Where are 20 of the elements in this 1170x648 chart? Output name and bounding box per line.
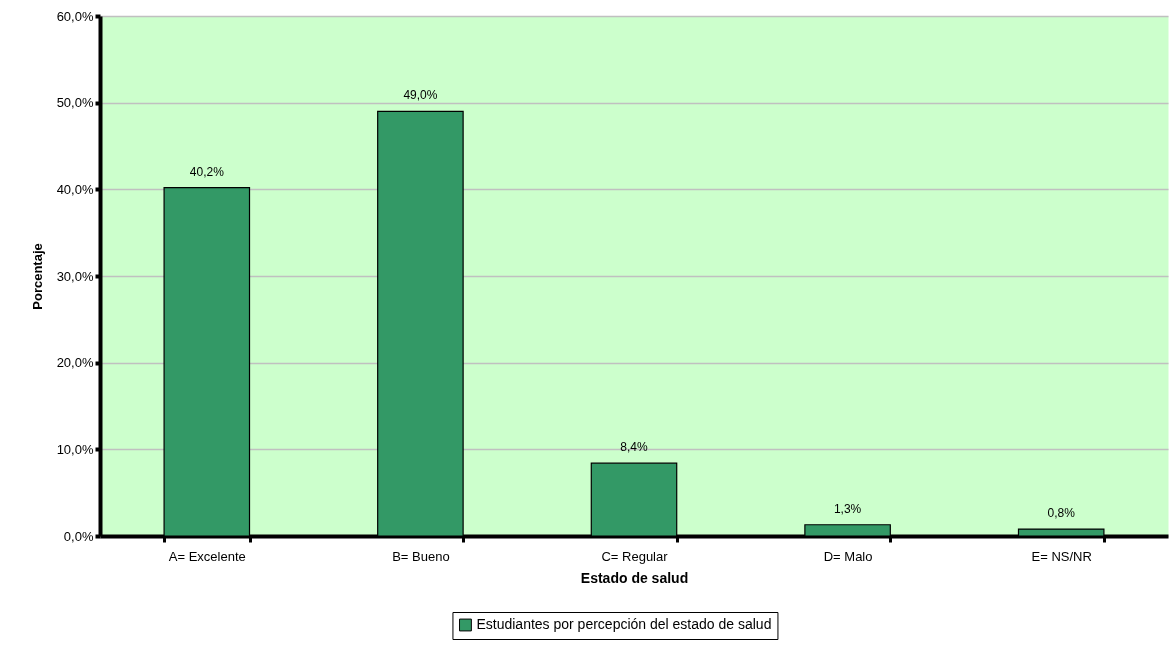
y-tick-label: 50,0% (56, 95, 94, 111)
x-tick-label: C= Regular (601, 548, 669, 564)
y-tick-label: 0,0% (63, 528, 94, 544)
data-label: 0,8% (1047, 506, 1076, 521)
data-label: 40,2% (189, 164, 225, 179)
data-label: 1,3% (833, 501, 862, 516)
y-tick-label: 60,0% (56, 8, 94, 24)
legend-label: Estudiantes por percepción del estado de salud (476, 616, 772, 632)
x-tick-label: B= Bueno (392, 548, 450, 564)
y-tick-label: 30,0% (56, 268, 94, 284)
y-axis-title: Porcentaje (29, 243, 45, 310)
x-axis-title: Estado de salud (580, 569, 689, 586)
x-tick-label: E= NS/NR (1031, 548, 1092, 564)
data-label: 49,0% (403, 88, 438, 103)
y-tick-label: 20,0% (56, 355, 94, 371)
data-label: 8,4% (620, 440, 648, 455)
y-tick-label: 40,0% (56, 181, 94, 197)
x-tick-label: A= Excelente (168, 548, 246, 564)
y-tick-label: 10,0% (56, 441, 94, 457)
x-tick-label: D= Malo (823, 548, 873, 564)
